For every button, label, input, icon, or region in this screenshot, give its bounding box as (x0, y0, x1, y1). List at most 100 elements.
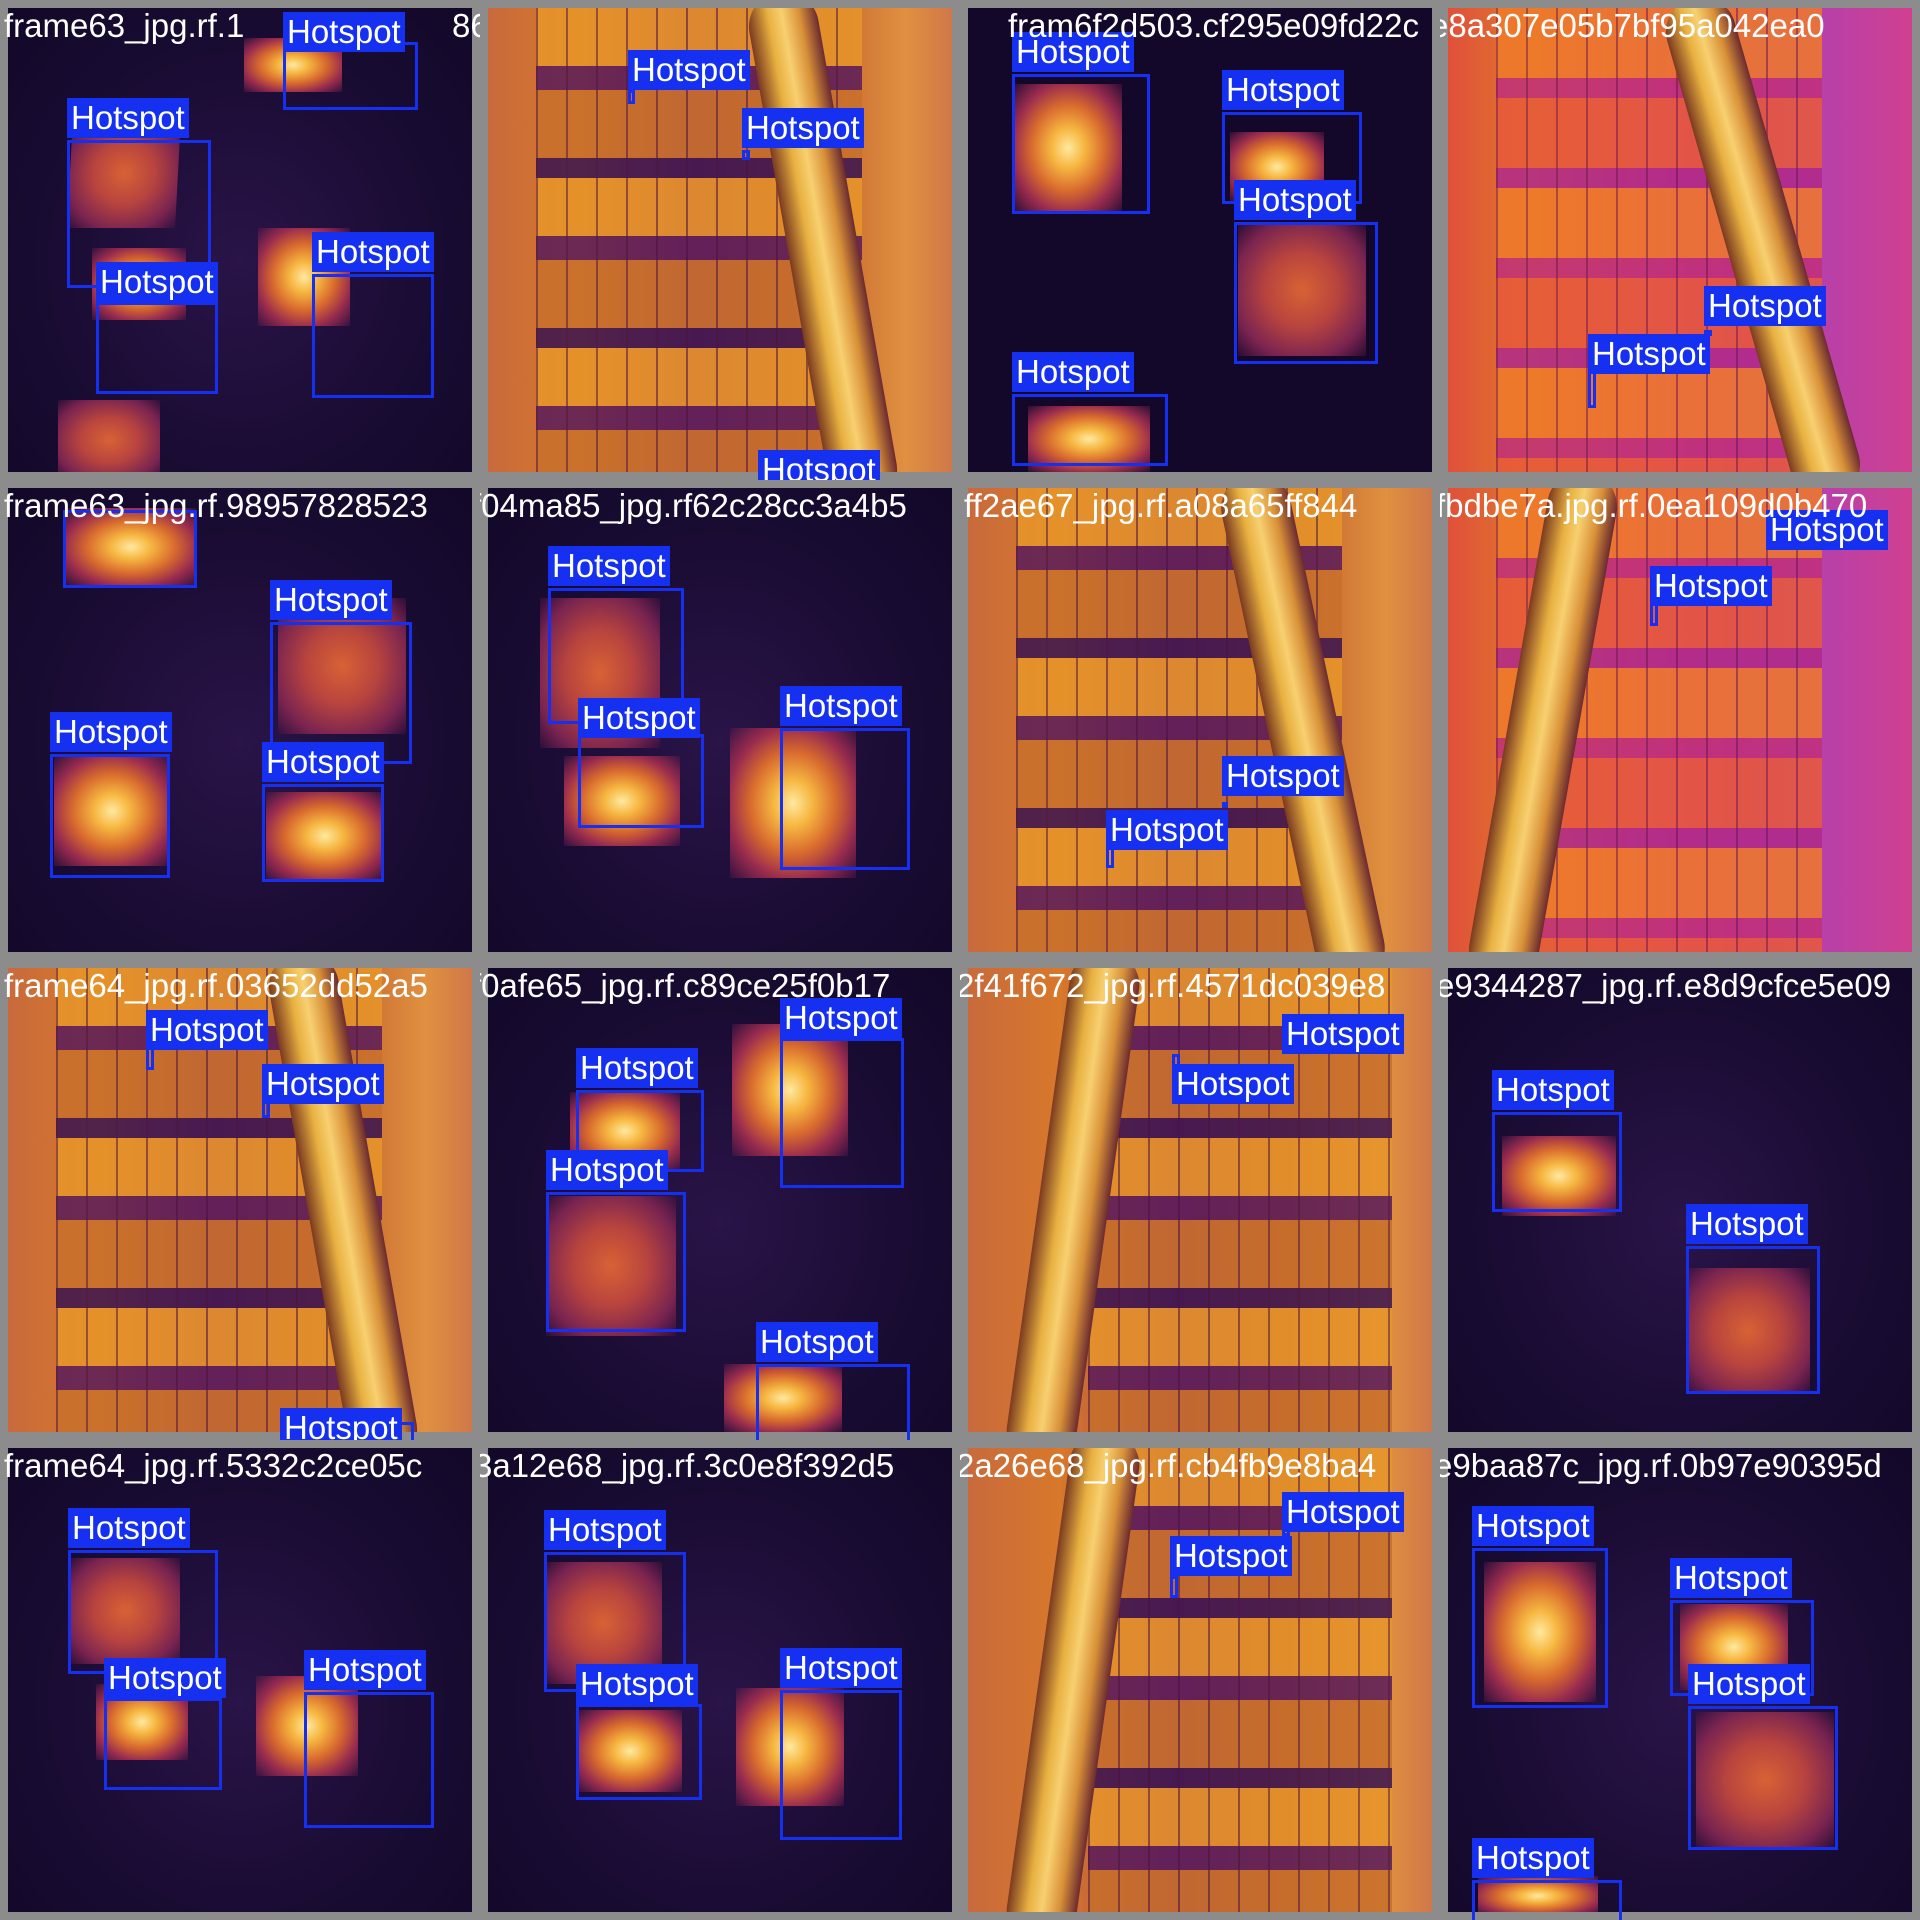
tile-14[interactable]: 2a26e68_jpg.rf.cb4fb9e8ba4 Hotspot Hotsp… (960, 1440, 1440, 1920)
tile-9[interactable]: f0afe65_jpg.rf.c89ce25f0b17 Hotspot Hots… (480, 960, 960, 1440)
tile-12[interactable]: frame64_jpg.rf.5332c2ce05c Hotspot Hotsp… (0, 1440, 480, 1920)
image-filename: 3a12e68_jpg.rf.3c0e8f392d5 (480, 1447, 895, 1484)
hotspot-label: Hotspot (96, 262, 218, 302)
hotspot-label: Hotspot (742, 108, 864, 148)
detection-box (1170, 1576, 1178, 1598)
hotspot-label: Hotspot (628, 50, 750, 90)
detection-box (104, 1698, 222, 1790)
image-filename: 2a26e68_jpg.rf.cb4fb9e8ba4 (960, 1447, 1377, 1484)
hotspot-label: Hotspot (780, 1648, 902, 1688)
hotspot-label: Hotspot (1688, 1664, 1810, 1704)
tile-13[interactable]: 3a12e68_jpg.rf.3c0e8f392d5 Hotspot Hotsp… (480, 1440, 960, 1920)
hotspot-label: Hotspot (544, 1510, 666, 1550)
hotspot-label: Hotspot (1282, 1492, 1404, 1532)
detection-box (780, 1038, 904, 1188)
image-filename: fram6f2d503.cf295e09fd22c (1008, 7, 1419, 44)
hotspot-label: Hotspot (1172, 1064, 1294, 1104)
tile-2[interactable]: fram6f2d503.cf295e09fd22c Hotspot Hotspo… (960, 0, 1440, 480)
detection-box (1012, 394, 1168, 466)
hotspot-label: Hotspot (270, 580, 392, 620)
image-filename: frame63_jpg.rf.1 (4, 7, 245, 44)
hotspot-label: Hotspot (50, 712, 172, 752)
hotspot-label: Hotspot (548, 546, 670, 586)
detection-box (63, 510, 197, 588)
detection-box (546, 1192, 686, 1332)
detection-box (578, 734, 704, 828)
hotspot-label: Hotspot (1222, 756, 1344, 796)
detection-box (50, 754, 170, 878)
tile-7[interactable]: fbdbe7a.jpg.rf.0ea109d0b470 Hotspot Hots… (1440, 480, 1920, 960)
hotspot-label: Hotspot (283, 12, 405, 52)
tile-6[interactable]: ff2ae67_jpg.rf.a08a65ff844 Hotspot Hotsp… (960, 480, 1440, 960)
hotspot-label: Hotspot (1686, 1204, 1808, 1244)
hotspot-label: Hotspot (576, 1664, 698, 1704)
tile-0[interactable]: frame63_jpg.rf.1 86af5aeb6e8b2ad19b2208a… (0, 0, 480, 480)
hotspot-label: Hotspot (104, 1658, 226, 1698)
tile-1[interactable]: Hotspot Hotspot Hotspot (480, 0, 960, 480)
tile-15[interactable]: e9baa87c_jpg.rf.0b97e90395d Hotspot Hots… (1440, 1440, 1920, 1920)
image-filename: frame64_jpg.rf.5332c2ce05c (4, 1447, 423, 1484)
thermal-image (968, 1448, 1432, 1912)
hotspot-label: Hotspot (67, 98, 189, 138)
tile-8[interactable]: frame64_jpg.rf.03652dd52a5 Hotspot Hotsp… (0, 960, 480, 1440)
detection-box (1472, 1548, 1608, 1708)
tile-11[interactable]: e9344287_jpg.rf.e8d9cfce5e09 Hotspot Hot… (1440, 960, 1920, 1440)
filename-tail: 86af5aeb6e8b2ad19b2208a091c (452, 7, 480, 44)
image-filename: e8a307e05b7bf95a042ea0 (1440, 7, 1825, 44)
thermal-image (488, 968, 952, 1432)
hotspot-label: Hotspot (1012, 352, 1134, 392)
image-filename: frame64_jpg.rf.03652dd52a5 (4, 967, 428, 1004)
image-filename: ff2ae67_jpg.rf.a08a65ff844 (964, 487, 1358, 524)
hotspot-label: Hotspot (1704, 286, 1826, 326)
image-filename: 2f41f672_jpg.rf.4571dc039e8 (960, 967, 1386, 1004)
detection-box (1472, 1880, 1622, 1920)
hotspot-label: Hotspot (1106, 810, 1228, 850)
detection-box (780, 1690, 902, 1840)
detection-box (742, 150, 750, 160)
hotspot-label: Hotspot (1472, 1506, 1594, 1546)
hotspot-label: Hotspot (1588, 334, 1710, 374)
hotspot-label: Hotspot (578, 698, 700, 738)
tile-3[interactable]: e8a307e05b7bf95a042ea0 Hotspot Hotspot (1440, 0, 1920, 480)
hotspot-label: Hotspot (758, 450, 880, 480)
detection-box (756, 1364, 910, 1440)
image-filename: f0afe65_jpg.rf.c89ce25f0b17 (480, 967, 891, 1004)
hotspot-label: Hotspot (780, 998, 902, 1038)
image-filename: e9baa87c_jpg.rf.0b97e90395d (1440, 1447, 1882, 1484)
hotspot-label: Hotspot (280, 1408, 402, 1440)
detection-box (628, 90, 635, 104)
detection-box (312, 274, 434, 398)
tile-4[interactable]: frame63_jpg.rf.98957828523 Hotspot Hotsp… (0, 480, 480, 960)
image-filename: f04ma85_jpg.rf62c28cc3a4b5 (480, 487, 907, 524)
tile-5[interactable]: f04ma85_jpg.rf62c28cc3a4b5 Hotspot Hotsp… (480, 480, 960, 960)
hotspot-label: Hotspot (262, 1064, 384, 1104)
tile-10[interactable]: 2f41f672_jpg.rf.4571dc039e8 Hotspot Hots… (960, 960, 1440, 1440)
hotspot-label: Hotspot (546, 1150, 668, 1190)
detection-box (1704, 330, 1712, 336)
thermal-image (1448, 968, 1912, 1432)
detection-box (1234, 222, 1378, 364)
detection-box (262, 784, 384, 882)
image-filename: fbdbe7a.jpg.rf.0ea109d0b470 (1440, 487, 1868, 524)
hotspot-label: Hotspot (1766, 510, 1888, 550)
thermal-image (1448, 488, 1912, 952)
detection-box (304, 1692, 434, 1828)
image-filename: e9344287_jpg.rf.e8d9cfce5e09 (1440, 967, 1892, 1004)
hotspot-label: Hotspot (1472, 1838, 1594, 1878)
hotspot-label: Hotspot (1650, 566, 1772, 606)
detection-box (283, 42, 418, 110)
detection-box (1686, 1246, 1820, 1394)
hotspot-label: Hotspot (68, 1508, 190, 1548)
hotspot-label: Hotspot (1282, 1014, 1404, 1054)
detection-box (96, 302, 218, 394)
hotspot-label: Hotspot (1222, 70, 1344, 110)
hotspot-label: Hotspot (1670, 1558, 1792, 1598)
hotspot-label: Hotspot (780, 686, 902, 726)
hotspot-label: Hotspot (756, 1322, 878, 1362)
hotspot-label: Hotspot (146, 1010, 268, 1050)
detection-box (1012, 74, 1150, 214)
detection-box (1688, 1706, 1838, 1850)
hotspot-label: Hotspot (576, 1048, 698, 1088)
detection-box (1222, 802, 1228, 808)
